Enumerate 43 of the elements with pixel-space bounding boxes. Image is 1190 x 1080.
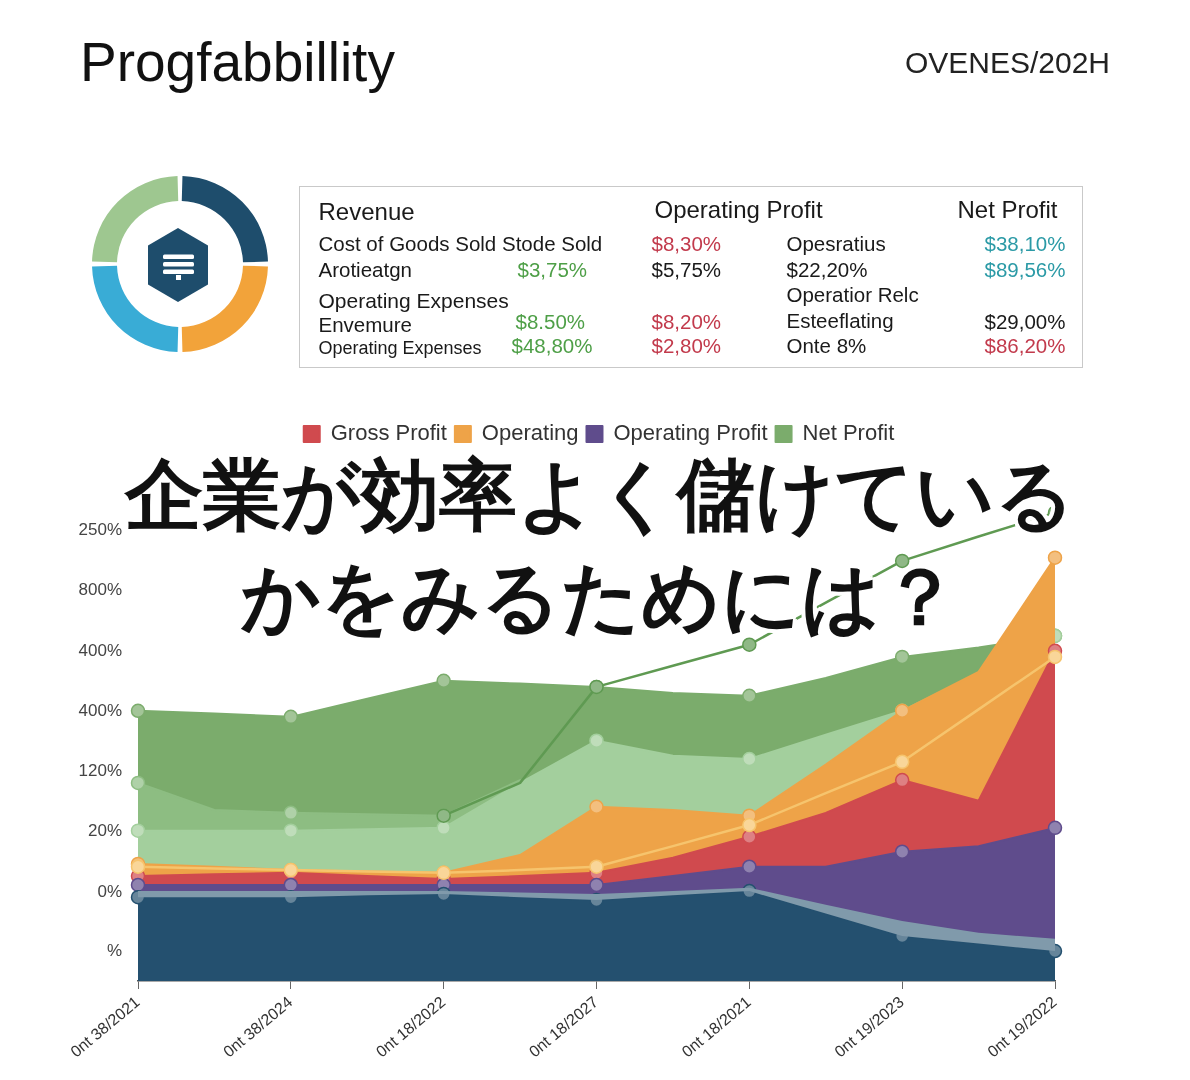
legend-label: Operating: [481, 420, 579, 446]
text: %: [106, 940, 122, 962]
card-frame: Revenue Operating Profit Net Profit Cost of Goods Sold Stode Sold $8,30% Opesratius $38,10% Arotieatgn $3,75% $5,75% $22,20% $89,56% Operating Expenses Operatior Relc Envemure $8.50% $8,20% Esteeflating $29,00% Operating Expenses $48,80% $2,80% Onte 8% $86,20%: [299, 186, 1083, 368]
text: 120%: [78, 760, 122, 782]
point: [742, 829, 757, 845]
text: 400%: [78, 700, 122, 722]
point: [1047, 550, 1063, 565]
point: [742, 637, 757, 652]
point: [130, 877, 146, 893]
point: [589, 877, 604, 893]
point: [130, 703, 146, 719]
text: OVENES/202H: [904, 45, 1110, 81]
point: [742, 688, 757, 704]
point: [283, 823, 299, 838]
point: [589, 733, 604, 748]
point: [1047, 649, 1063, 665]
text: 800%: [78, 579, 122, 601]
text: 400%: [78, 640, 122, 662]
text: 20%: [87, 820, 122, 842]
point: [589, 859, 604, 874]
point: [130, 775, 146, 791]
point: [436, 673, 451, 689]
legend-label: Gross Profit: [330, 420, 447, 446]
point: [894, 844, 910, 859]
point: [742, 751, 757, 767]
point: [894, 754, 910, 770]
point: [742, 817, 757, 833]
point: [283, 709, 299, 725]
text: Progfabbillity: [80, 30, 395, 95]
point: [283, 877, 299, 893]
point: [283, 805, 299, 821]
point: [1047, 820, 1063, 836]
legend-label: Operating Profit: [613, 420, 768, 446]
text: 250%: [78, 519, 122, 541]
legend-label: Net Profit: [802, 420, 895, 446]
point: [589, 799, 604, 815]
point: [894, 553, 910, 569]
point: [742, 859, 757, 874]
point: [130, 823, 146, 838]
text: 0%: [97, 881, 122, 903]
point: [894, 649, 910, 665]
point: [436, 820, 451, 836]
point: [894, 772, 910, 788]
